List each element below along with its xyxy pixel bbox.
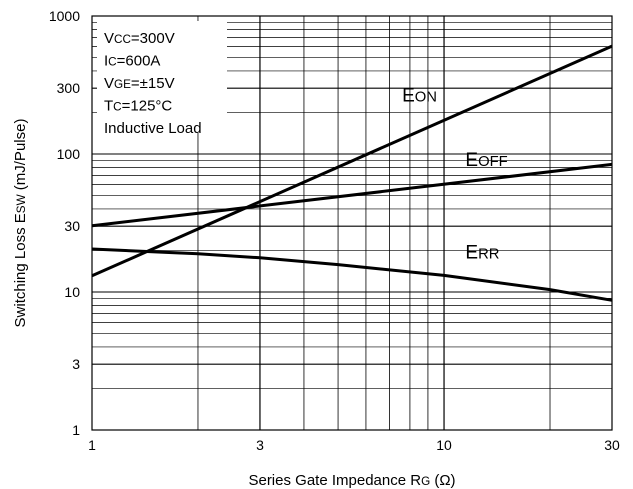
condition-line: Inductive Load bbox=[104, 120, 202, 137]
y-tick-label: 10 bbox=[64, 284, 80, 300]
x-tick-label: 3 bbox=[256, 437, 264, 453]
series-label-eon: EON bbox=[402, 86, 437, 107]
tick-labels: 1 3 10 30 1 3 10 30 100 300 1000 bbox=[49, 8, 620, 453]
conditions-background bbox=[97, 21, 227, 133]
y-tick-label: 1 bbox=[72, 422, 80, 438]
x-tick-label: 1 bbox=[88, 437, 96, 453]
y-tick-label: 100 bbox=[57, 146, 81, 162]
condition-line: VGE=±15V bbox=[104, 75, 175, 92]
y-tick-label: 3 bbox=[72, 356, 80, 372]
x-tick-label: 30 bbox=[604, 437, 620, 453]
x-axis-label: Series Gate Impedance RG (Ω) bbox=[248, 472, 455, 489]
conditions-box: VCC=300V IC=600A VGE=±15V TC=125°C Inductive… bbox=[97, 21, 227, 137]
x-tick-label: 10 bbox=[436, 437, 452, 453]
series-lines bbox=[91, 44, 613, 302]
series-line-err bbox=[91, 247, 613, 302]
y-tick-label: 30 bbox=[64, 218, 80, 234]
plot-frame bbox=[91, 15, 613, 431]
grid bbox=[92, 16, 612, 430]
y-axis-label: Switching Loss ESW (mJ/Pulse) bbox=[12, 119, 29, 328]
y-tick-label: 300 bbox=[57, 80, 81, 96]
series-line-eoff bbox=[91, 162, 613, 228]
y-tick-label: 1000 bbox=[49, 8, 80, 24]
series-line-eon bbox=[91, 44, 613, 278]
series-label-err: ERR bbox=[465, 242, 499, 263]
condition-line: TC=125°C bbox=[104, 98, 172, 115]
condition-line: VCC=300V bbox=[104, 30, 175, 47]
series-label-eoff: EOFF bbox=[465, 150, 507, 171]
series-labels: EON EOFF ERR bbox=[402, 86, 508, 264]
condition-line: IC=600A bbox=[104, 53, 160, 70]
